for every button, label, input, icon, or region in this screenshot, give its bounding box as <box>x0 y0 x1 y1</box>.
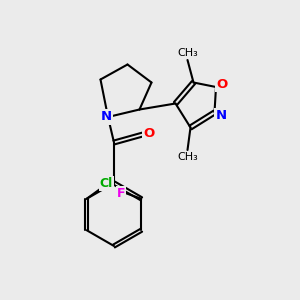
Text: CH₃: CH₃ <box>177 48 198 59</box>
Text: CH₃: CH₃ <box>177 152 198 162</box>
Text: N: N <box>101 110 112 124</box>
Text: Cl: Cl <box>100 177 113 190</box>
Text: O: O <box>216 77 228 91</box>
Text: O: O <box>143 127 155 140</box>
Text: N: N <box>215 109 227 122</box>
Text: F: F <box>117 187 125 200</box>
